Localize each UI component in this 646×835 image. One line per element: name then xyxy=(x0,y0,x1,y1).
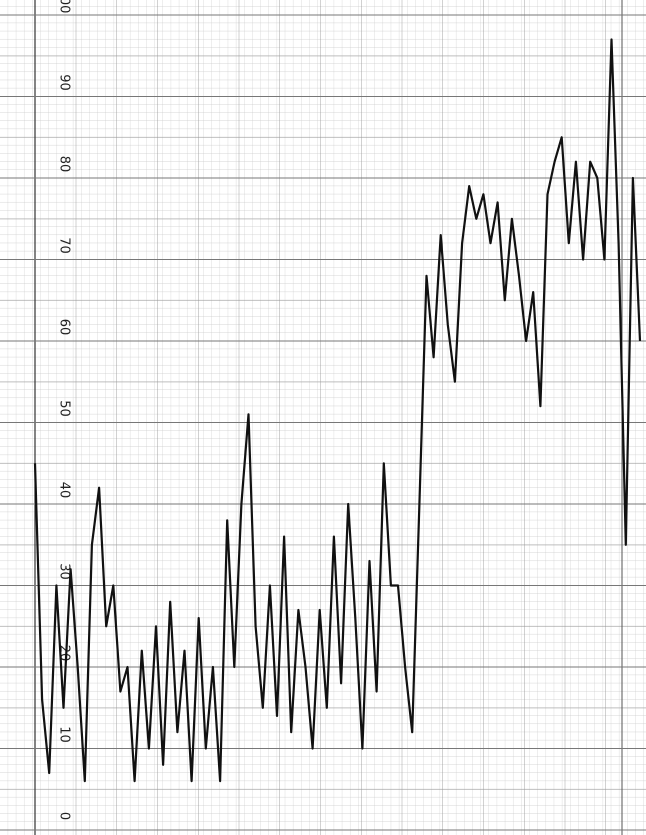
y-tick-label: 0 xyxy=(57,812,72,820)
y-tick-label: 80 xyxy=(57,156,72,173)
y-tick-label: 90 xyxy=(57,74,72,91)
y-tick-label: 20 xyxy=(57,645,72,662)
y-tick-label: 60 xyxy=(57,319,72,336)
paper-grid-major xyxy=(0,0,646,835)
y-tick-label: 70 xyxy=(57,237,72,254)
y-tick-label: 40 xyxy=(57,482,72,499)
y-tick-label: 100 xyxy=(57,0,72,13)
page: {"chart_data": {"type": "line", "color":… xyxy=(0,0,646,835)
chart: 0102030405060708090100 xyxy=(0,0,646,835)
y-tick-label: 50 xyxy=(57,400,72,417)
y-tick-label: 10 xyxy=(57,726,72,743)
